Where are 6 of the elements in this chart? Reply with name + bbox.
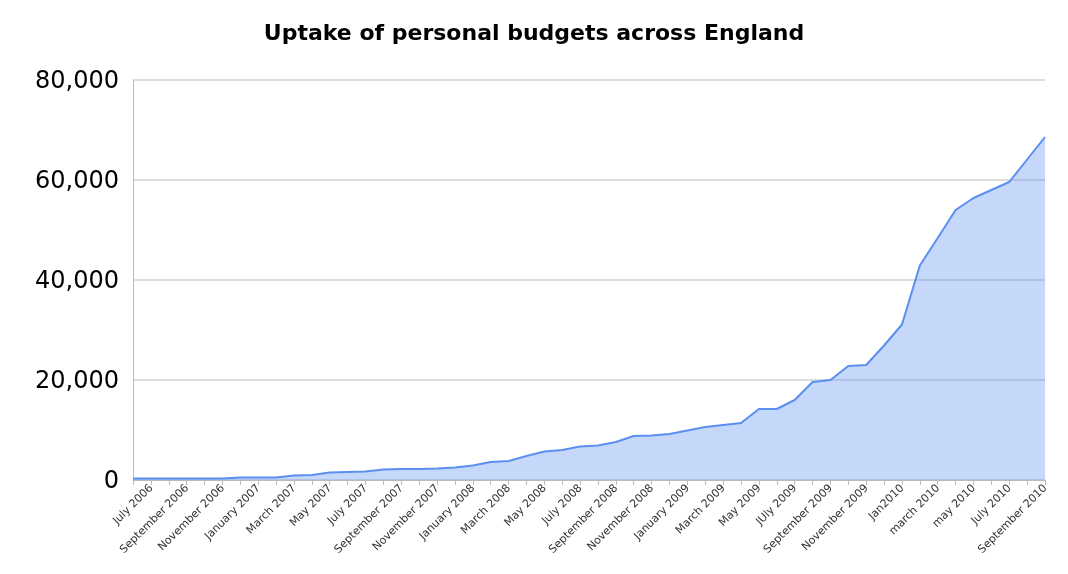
chart-title: Uptake of personal budgets across England [263,19,805,45]
y-tick-label: 80,000 [35,66,119,94]
y-tick-label: 40,000 [35,266,119,294]
y-tick-label: 60,000 [35,166,119,194]
y-tick-label: 0 [103,466,119,494]
y-tick-label: 20,000 [35,366,119,394]
